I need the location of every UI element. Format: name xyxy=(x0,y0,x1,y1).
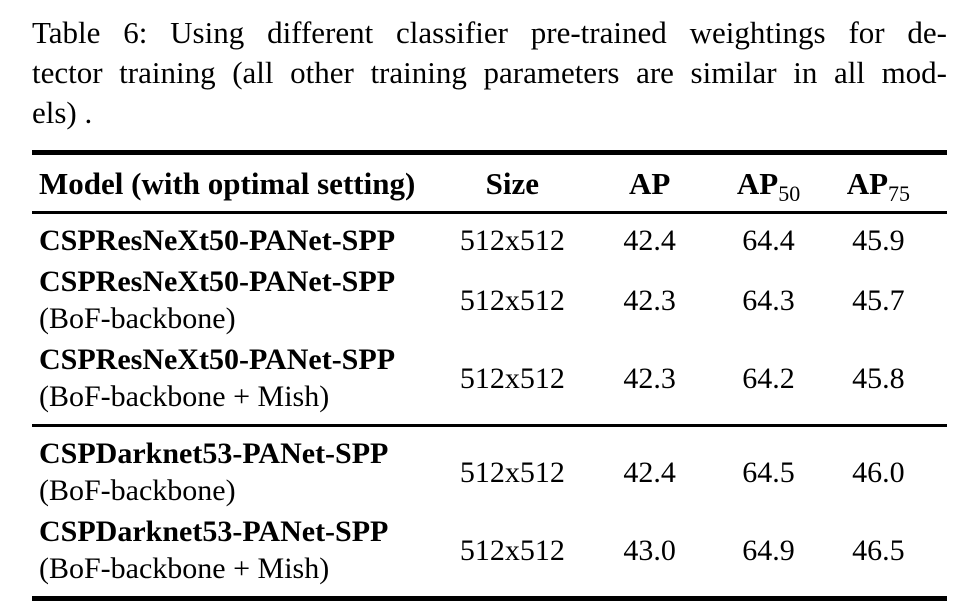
table-row: CSPResNeXt50-PANet-SPP (BoF-backbone) 51… xyxy=(32,261,947,339)
model-note: (BoF-backbone) xyxy=(39,302,236,335)
model-cell: CSPResNeXt50-PANet-SPP (BoF-backbone) xyxy=(32,261,453,339)
column-header-model: Model (with optimal setting) xyxy=(32,152,453,214)
size-cell: 512x512 xyxy=(459,533,565,567)
ap-cell: 42.3 xyxy=(623,283,676,317)
results-table: Model (with optimal setting) Size AP AP5… xyxy=(32,150,947,601)
table-group-cspdarknet: CSPDarknet53-PANet-SPP (BoF-backbone) 51… xyxy=(32,425,947,599)
column-header-size: Size xyxy=(452,152,572,214)
model-note: (BoF-backbone + Mish) xyxy=(39,380,330,413)
ap-cell: 42.4 xyxy=(623,224,676,257)
ap50-cell: 64.9 xyxy=(742,533,795,567)
model-name: CSPResNeXt50-PANet-SPP xyxy=(39,265,396,298)
model-cell: CSPDarknet53-PANet-SPP (BoF-backbone + M… xyxy=(32,511,453,599)
column-header-ap75: AP75 xyxy=(809,152,947,214)
model-name: CSPDarknet53-PANet-SPP xyxy=(39,437,389,470)
model-cell: CSPDarknet53-PANet-SPP (BoF-backbone) xyxy=(32,426,453,512)
model-cell: CSPResNeXt50-PANet-SPP xyxy=(32,213,453,262)
ap-cell: 42.4 xyxy=(623,455,676,489)
paper-page: Table 6: Using different classifier pre-… xyxy=(32,13,947,601)
header-row: Model (with optimal setting) Size AP AP5… xyxy=(32,152,947,214)
size-cell: 512x512 xyxy=(459,361,565,395)
column-header-ap50: AP50 xyxy=(727,152,810,214)
caption-line-3: els) . xyxy=(32,95,93,130)
size-cell: 512x512 xyxy=(459,283,565,317)
ap-cell: 43.0 xyxy=(623,533,676,567)
ap75-cell: 45.8 xyxy=(852,361,905,395)
ap50-cell: 64.2 xyxy=(742,361,795,395)
model-name: CSPResNeXt50-PANet-SPP xyxy=(39,343,396,376)
ap50-cell: 64.4 xyxy=(742,224,795,257)
ap75-cell: 46.5 xyxy=(852,533,905,567)
size-cell: 512x512 xyxy=(459,224,565,257)
ap75-cell: 45.7 xyxy=(852,283,905,317)
model-name: CSPResNeXt50-PANet-SPP xyxy=(39,224,396,257)
column-header-ap: AP xyxy=(571,152,728,214)
size-cell: 512x512 xyxy=(459,455,565,489)
model-note: (BoF-backbone) xyxy=(39,474,236,507)
ap50-cell: 64.3 xyxy=(742,283,795,317)
caption-line-2: tector training (all other training para… xyxy=(32,55,947,90)
model-cell: CSPResNeXt50-PANet-SPP (BoF-backbone + M… xyxy=(32,339,453,426)
table-row: CSPDarknet53-PANet-SPP (BoF-backbone + M… xyxy=(32,511,947,599)
table-header: Model (with optimal setting) Size AP AP5… xyxy=(32,152,947,214)
table-group-cspresnext: CSPResNeXt50-PANet-SPP 512x512 42.4 64.4… xyxy=(32,213,947,426)
table-row: CSPResNeXt50-PANet-SPP 512x512 42.4 64.4… xyxy=(32,213,947,262)
caption-line-1: Table 6: Using different classifier pre-… xyxy=(32,15,947,50)
model-name: CSPDarknet53-PANet-SPP xyxy=(39,515,389,548)
ap75-cell: 45.9 xyxy=(852,224,905,257)
ap75-cell: 46.0 xyxy=(852,455,905,489)
ap75-label: AP xyxy=(846,166,889,201)
ap50-label: AP xyxy=(736,166,779,201)
ap75-subscript: 75 xyxy=(888,181,911,206)
ap50-subscript: 50 xyxy=(778,181,801,206)
table-row: CSPDarknet53-PANet-SPP (BoF-backbone) 51… xyxy=(32,426,947,512)
model-note: (BoF-backbone + Mish) xyxy=(39,552,330,585)
table-caption: Table 6: Using different classifier pre-… xyxy=(32,13,947,133)
ap-cell: 42.3 xyxy=(623,361,676,395)
table-row: CSPResNeXt50-PANet-SPP (BoF-backbone + M… xyxy=(32,339,947,426)
ap50-cell: 64.5 xyxy=(742,455,795,489)
